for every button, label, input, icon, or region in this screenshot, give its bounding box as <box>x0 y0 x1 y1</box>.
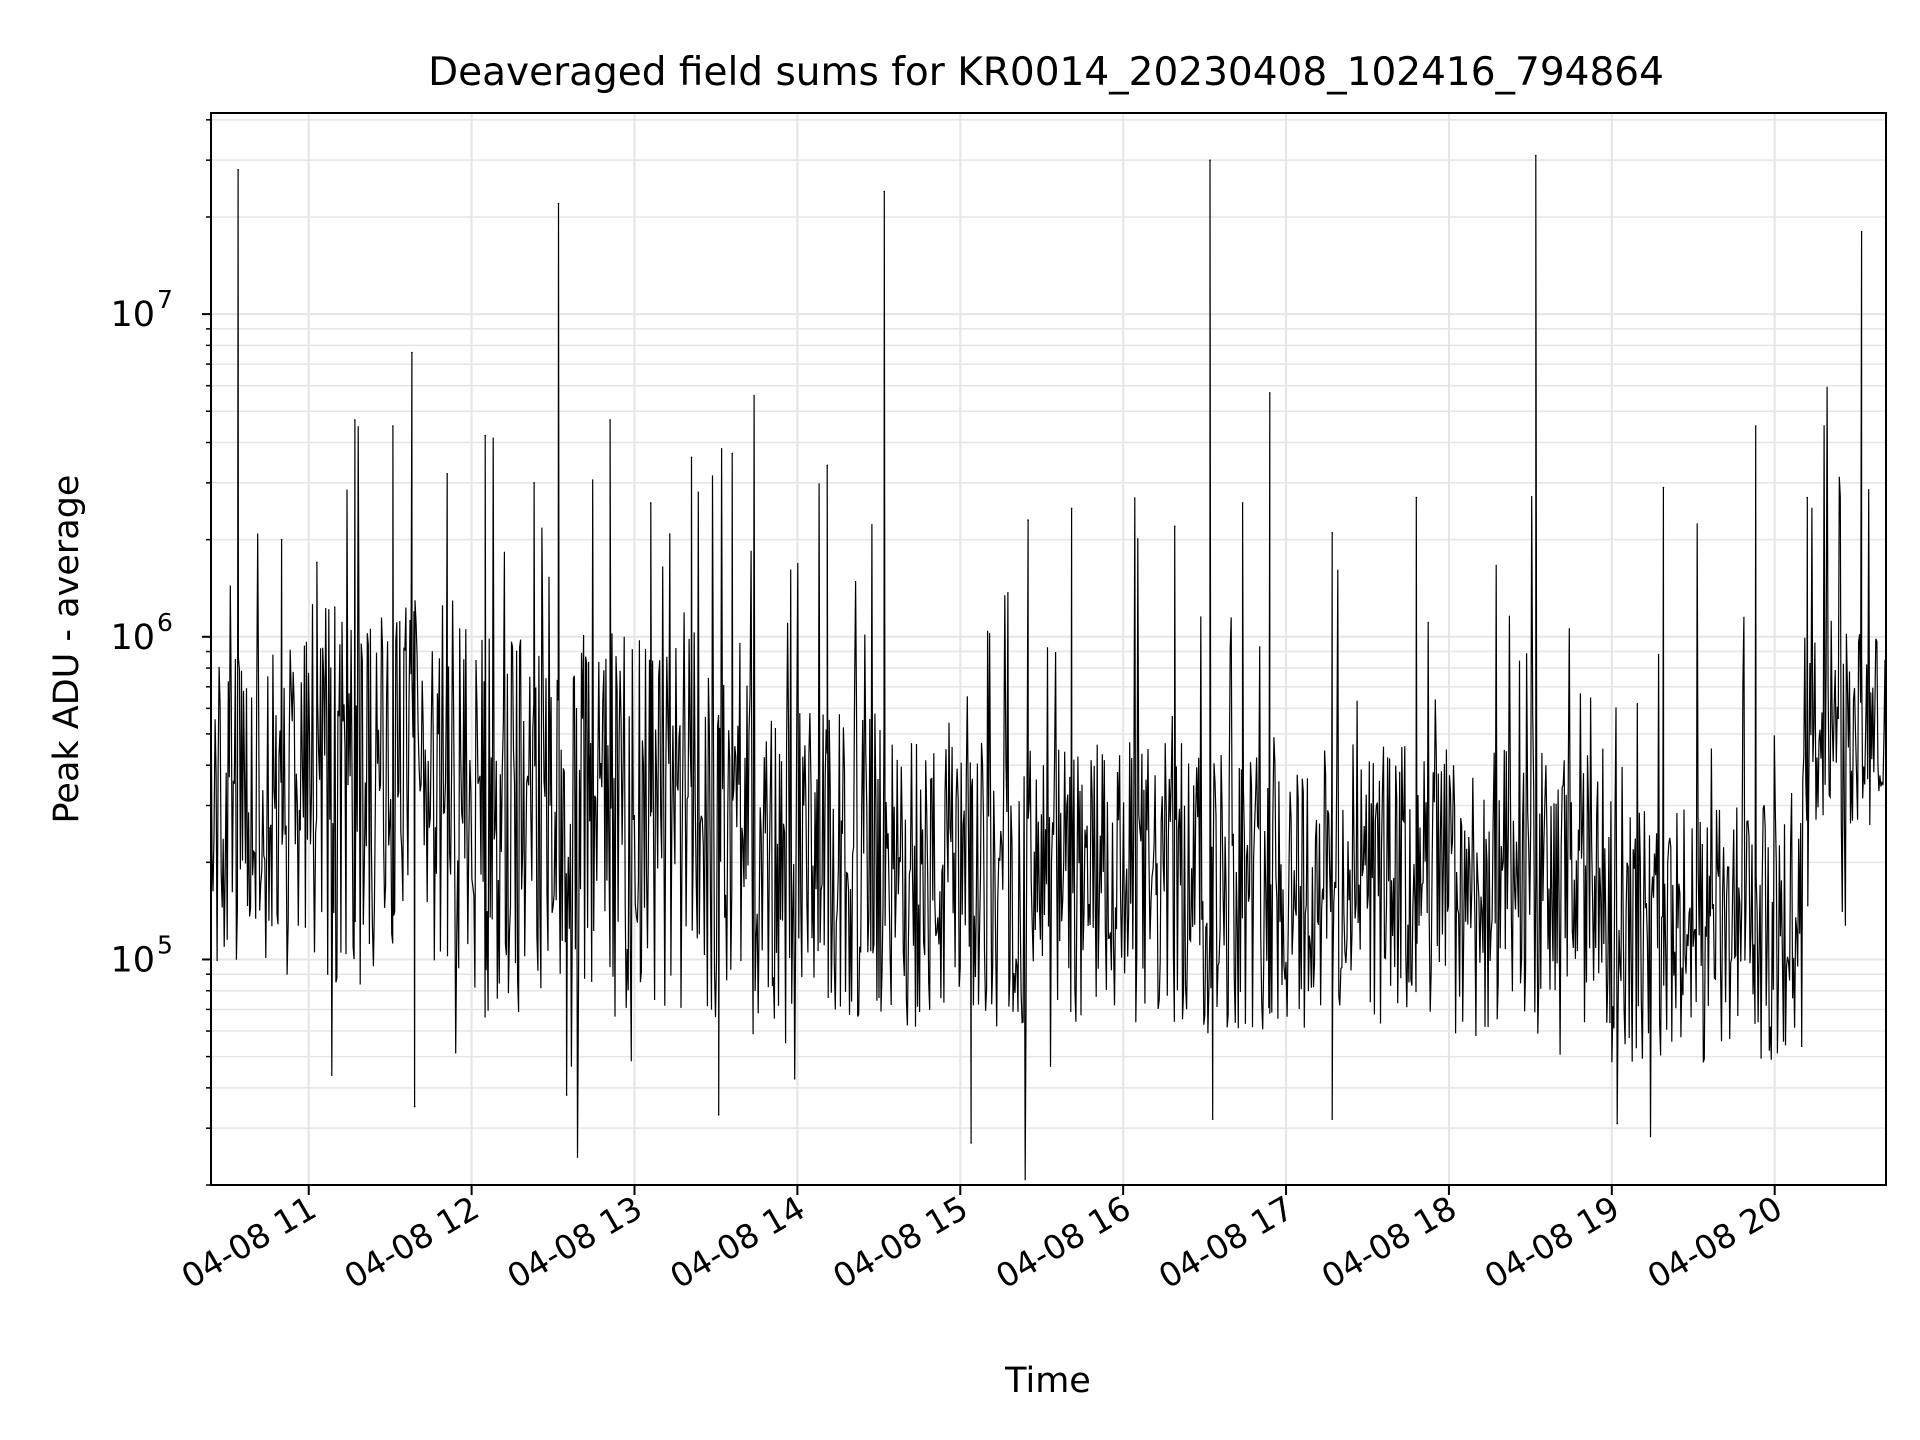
spike-point <box>1860 230 1863 233</box>
spike-point <box>826 464 829 467</box>
spike-point <box>1662 486 1665 489</box>
spike-point <box>1027 519 1029 521</box>
y-tick-label: 10 5 <box>110 930 172 980</box>
spike-point <box>1415 496 1418 499</box>
spike-point <box>690 456 693 459</box>
series-path <box>210 155 1887 1181</box>
spike-point <box>609 419 611 421</box>
dip-point <box>717 1114 720 1116</box>
y-tick-base: 10 <box>110 295 155 335</box>
spike-point <box>316 561 318 564</box>
y-tick-base: 10 <box>110 618 155 658</box>
spike-point <box>1534 154 1537 157</box>
dip-point <box>413 1105 416 1108</box>
spike-point <box>1070 507 1073 510</box>
spike-point <box>392 425 394 427</box>
spike-point <box>411 351 413 354</box>
spike-point <box>446 472 448 475</box>
x-axis-label: Time <box>1004 1361 1091 1401</box>
spike-point <box>1209 159 1211 161</box>
y-axis-label: Peak ADU - average <box>47 475 87 824</box>
spike-point <box>237 169 239 171</box>
y-tick-label: 10 6 <box>110 608 172 658</box>
y-tick-base: 10 <box>110 940 155 980</box>
y-tick-exponent: 7 <box>157 285 173 314</box>
y-tick-exponent: 5 <box>157 930 173 959</box>
chart-title: Deaveraged field sums for KR0014_2023040… <box>428 50 1664 95</box>
spike-point <box>1268 392 1271 394</box>
spike-point <box>1806 496 1809 499</box>
spike-point <box>557 202 560 205</box>
spike-point <box>1173 525 1176 528</box>
spike-point <box>883 190 886 193</box>
dip-point <box>1331 1118 1333 1120</box>
dip-point <box>1211 1118 1214 1120</box>
y-tick-exponent: 6 <box>157 608 173 637</box>
spike-point <box>731 452 734 455</box>
spike-point <box>280 538 283 541</box>
y-tick-label: 10 7 <box>110 285 172 335</box>
spike-point <box>1331 532 1333 534</box>
spike-point <box>649 502 652 504</box>
spike-point <box>354 419 356 421</box>
dip-point <box>970 1142 972 1144</box>
spike-point <box>1241 502 1244 504</box>
data-series-line <box>210 154 1887 1181</box>
dip-point <box>1616 1122 1619 1125</box>
spike-point <box>484 434 486 437</box>
dip-point <box>565 1094 568 1096</box>
spike-point <box>1754 425 1757 427</box>
plot-frame <box>210 112 1887 1186</box>
spike-point <box>533 482 535 484</box>
